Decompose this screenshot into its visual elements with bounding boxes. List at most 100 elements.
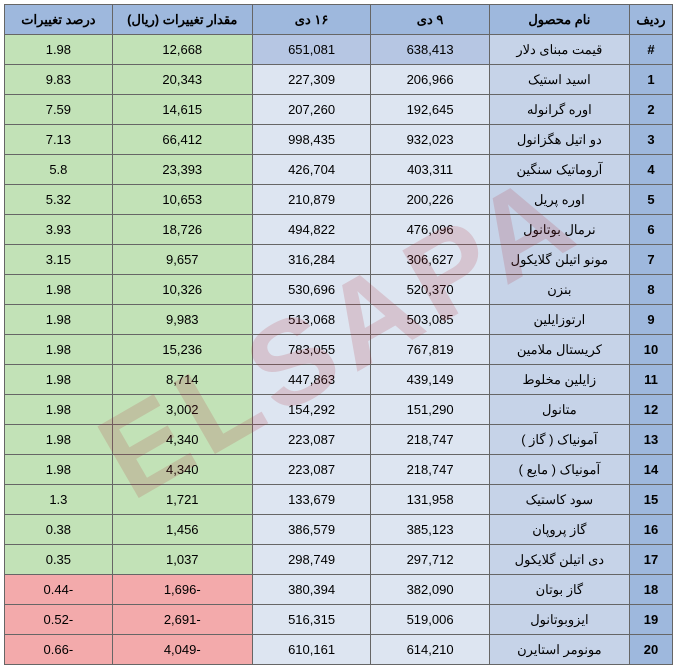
cell-date1: 403,311 — [371, 155, 490, 185]
cell-name: اوره پریل — [489, 185, 629, 215]
cell-date2: 651,081 — [252, 35, 371, 65]
cell-name: آروماتیک سنگین — [489, 155, 629, 185]
cell-date2: 223,087 — [252, 455, 371, 485]
cell-name: گاز پروپان — [489, 515, 629, 545]
cell-diff: 9,657 — [112, 245, 252, 275]
cell-pct: 0.35 — [5, 545, 113, 575]
table-row: 8بنزن520,370530,69610,3261.98 — [5, 275, 673, 305]
cell-date1: 503,085 — [371, 305, 490, 335]
cell-idx: 10 — [629, 335, 672, 365]
cell-date2: 998,435 — [252, 125, 371, 155]
cell-idx: 17 — [629, 545, 672, 575]
cell-name: مونو اتیلن گلایکول — [489, 245, 629, 275]
cell-diff: 4,340 — [112, 425, 252, 455]
cell-pct: 1.98 — [5, 35, 113, 65]
cell-name: بنزن — [489, 275, 629, 305]
cell-date1: 131,958 — [371, 485, 490, 515]
cell-name: گاز بوتان — [489, 575, 629, 605]
cell-idx: 4 — [629, 155, 672, 185]
cell-name: قیمت مبنای دلار — [489, 35, 629, 65]
cell-date1: 520,370 — [371, 275, 490, 305]
table-row: 7مونو اتیلن گلایکول306,627316,2849,6573.… — [5, 245, 673, 275]
table-row: 13آمونیاک ( گاز )218,747223,0874,3401.98 — [5, 425, 673, 455]
cell-date1: 306,627 — [371, 245, 490, 275]
cell-diff: 9,983 — [112, 305, 252, 335]
cell-name: آمونیاک ( مایع ) — [489, 455, 629, 485]
cell-date2: 210,879 — [252, 185, 371, 215]
cell-date1: 206,966 — [371, 65, 490, 95]
cell-date1: 439,149 — [371, 365, 490, 395]
cell-name: سود کاستیک — [489, 485, 629, 515]
cell-idx: 1 — [629, 65, 672, 95]
cell-date2: 494,822 — [252, 215, 371, 245]
table-row: 4آروماتیک سنگین403,311426,70423,3935.8 — [5, 155, 673, 185]
cell-date2: 154,292 — [252, 395, 371, 425]
cell-name: ارتوزایلین — [489, 305, 629, 335]
cell-date1: 614,210 — [371, 635, 490, 665]
header-name: نام محصول — [489, 5, 629, 35]
cell-date1: 932,023 — [371, 125, 490, 155]
cell-idx: 13 — [629, 425, 672, 455]
cell-pct: -0.44 — [5, 575, 113, 605]
cell-pct: 9.83 — [5, 65, 113, 95]
table-body: #قیمت مبنای دلار638,413651,08112,6681.98… — [5, 35, 673, 665]
cell-diff: -2,691 — [112, 605, 252, 635]
cell-name: مونومر استایرن — [489, 635, 629, 665]
cell-diff: 1,721 — [112, 485, 252, 515]
cell-idx: 5 — [629, 185, 672, 215]
cell-diff: 23,393 — [112, 155, 252, 185]
cell-date1: 767,819 — [371, 335, 490, 365]
table-row: 3دو اتیل هگزانول932,023998,43566,4127.13 — [5, 125, 673, 155]
table-row: 12متانول151,290154,2923,0021.98 — [5, 395, 673, 425]
price-table: ردیف نام محصول ۹ دی ۱۶ دی مقدار تغییرات … — [4, 4, 673, 665]
cell-date2: 223,087 — [252, 425, 371, 455]
cell-name: دی اتیلن گلایکول — [489, 545, 629, 575]
header-date1: ۹ دی — [371, 5, 490, 35]
table-row: 5اوره پریل200,226210,87910,6535.32 — [5, 185, 673, 215]
cell-diff: 8,714 — [112, 365, 252, 395]
cell-date2: 380,394 — [252, 575, 371, 605]
cell-date1: 200,226 — [371, 185, 490, 215]
cell-diff: 14,615 — [112, 95, 252, 125]
cell-date1: 519,006 — [371, 605, 490, 635]
cell-idx: 18 — [629, 575, 672, 605]
header-pct: درصد تغییرات — [5, 5, 113, 35]
cell-pct: 7.59 — [5, 95, 113, 125]
cell-pct: 1.98 — [5, 335, 113, 365]
table-row: 10کریستال ملامین767,819783,05515,2361.98 — [5, 335, 673, 365]
cell-pct: 1.98 — [5, 275, 113, 305]
table-row: 17دی اتیلن گلایکول297,712298,7491,0370.3… — [5, 545, 673, 575]
cell-date1: 297,712 — [371, 545, 490, 575]
table-row: 11زایلین مخلوط439,149447,8638,7141.98 — [5, 365, 673, 395]
cell-date2: 610,161 — [252, 635, 371, 665]
cell-date2: 513,068 — [252, 305, 371, 335]
cell-date2: 530,696 — [252, 275, 371, 305]
cell-pct: 5.32 — [5, 185, 113, 215]
cell-date2: 316,284 — [252, 245, 371, 275]
cell-date2: 783,055 — [252, 335, 371, 365]
cell-date1: 192,645 — [371, 95, 490, 125]
table-row: 20مونومر استایرن614,210610,161-4,049-0.6… — [5, 635, 673, 665]
cell-name: نرمال بوتانول — [489, 215, 629, 245]
cell-idx: 12 — [629, 395, 672, 425]
header-diff: مقدار تغییرات (ریال) — [112, 5, 252, 35]
table-row: 18گاز بوتان382,090380,394-1,696-0.44 — [5, 575, 673, 605]
cell-name: ایزوبوتانول — [489, 605, 629, 635]
cell-date2: 133,679 — [252, 485, 371, 515]
cell-pct: 1.98 — [5, 455, 113, 485]
cell-idx: 16 — [629, 515, 672, 545]
cell-diff: 4,340 — [112, 455, 252, 485]
table-row: 16گاز پروپان385,123386,5791,4560.38 — [5, 515, 673, 545]
cell-diff: -1,696 — [112, 575, 252, 605]
cell-date2: 386,579 — [252, 515, 371, 545]
cell-pct: 3.93 — [5, 215, 113, 245]
cell-date1: 218,747 — [371, 455, 490, 485]
cell-idx: 7 — [629, 245, 672, 275]
price-table-wrapper: ELSAPA ردیف نام محصول ۹ دی ۱۶ دی مقدار ت… — [4, 4, 673, 665]
cell-pct: 5.8 — [5, 155, 113, 185]
cell-idx: 15 — [629, 485, 672, 515]
cell-diff: -4,049 — [112, 635, 252, 665]
cell-diff: 66,412 — [112, 125, 252, 155]
cell-date1: 218,747 — [371, 425, 490, 455]
cell-diff: 12,668 — [112, 35, 252, 65]
